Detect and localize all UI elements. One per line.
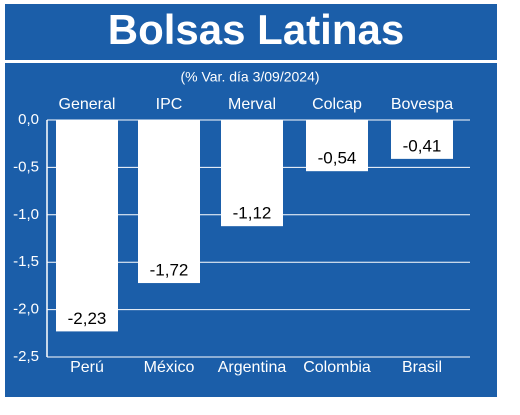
index-label: Colcap bbox=[312, 96, 362, 113]
bar bbox=[56, 120, 118, 332]
value-label: -2,23 bbox=[68, 309, 107, 328]
y-tick-label: -2,5 bbox=[13, 348, 39, 365]
y-tick-label: -1,0 bbox=[13, 206, 39, 223]
chart-title: Bolsas Latinas bbox=[108, 6, 404, 53]
y-tick-label: -1,5 bbox=[13, 253, 39, 270]
index-label: Merval bbox=[228, 96, 276, 113]
bar bbox=[306, 120, 368, 172]
value-label: -1,12 bbox=[233, 204, 272, 223]
x-tick-label: Argentina bbox=[218, 359, 287, 376]
bar bbox=[138, 120, 200, 284]
value-label: -1,72 bbox=[150, 261, 189, 280]
y-tick-label: -2,0 bbox=[13, 301, 39, 318]
value-label: -0,41 bbox=[403, 136, 442, 155]
value-label: -0,54 bbox=[318, 149, 357, 168]
index-label: Bovespa bbox=[391, 96, 453, 113]
y-tick-label: -0,5 bbox=[13, 158, 39, 175]
x-tick-label: Brasil bbox=[402, 359, 442, 376]
index-label: General bbox=[59, 96, 116, 113]
x-tick-label: Perú bbox=[70, 359, 104, 376]
title-band bbox=[5, 4, 497, 60]
index-label: IPC bbox=[156, 96, 183, 113]
y-tick-label: 0,0 bbox=[18, 111, 39, 128]
x-tick-label: Colombia bbox=[303, 359, 371, 376]
bar bbox=[391, 120, 453, 159]
x-tick-label: México bbox=[144, 359, 195, 376]
bar bbox=[221, 120, 283, 227]
chart-subtitle: (% Var. día 3/09/2024) bbox=[180, 69, 319, 85]
